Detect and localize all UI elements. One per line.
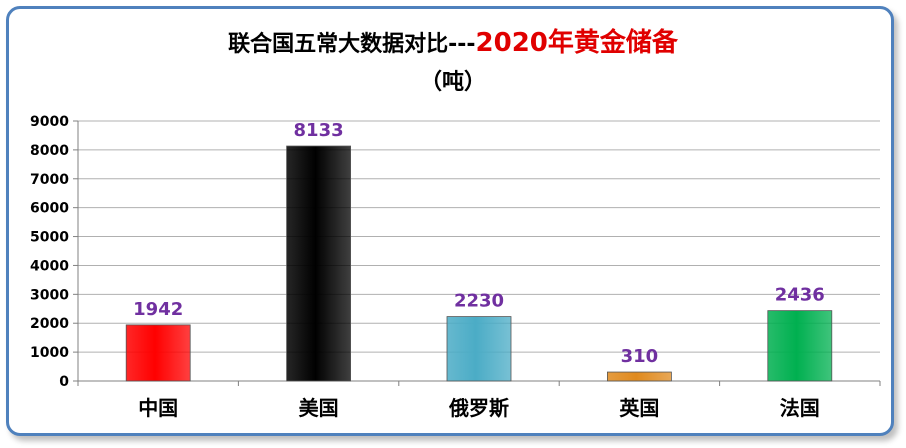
x-tick-label: 俄罗斯 <box>448 396 509 420</box>
y-tick-label: 1000 <box>30 345 69 361</box>
y-tick-label: 7000 <box>30 172 69 188</box>
y-tick-label: 3000 <box>30 287 69 303</box>
x-tick-label: 中国 <box>138 396 178 420</box>
y-tick-label: 2000 <box>30 316 69 332</box>
bar-3 <box>607 371 672 382</box>
data-label: 310 <box>621 346 659 367</box>
bar-2 <box>446 316 512 382</box>
bar-layer <box>125 145 833 382</box>
bar-1 <box>286 145 352 382</box>
y-tick-label: 0 <box>59 374 69 390</box>
chart-title: 联合国五常大数据对比---2020年黄金储备 <box>0 22 906 59</box>
y-tick-label: 5000 <box>30 230 69 246</box>
chart-subtitle: （吨） <box>419 70 486 95</box>
chart-title-main: 联合国五常大数据对比--- <box>228 32 476 57</box>
y-tick-label: 8000 <box>30 143 69 159</box>
y-tick-label: 4000 <box>30 258 69 274</box>
y-tick-label: 6000 <box>30 201 69 217</box>
bar-4 <box>767 310 833 382</box>
bar-0 <box>125 324 191 382</box>
axis-layer: 0 1000 2000 3000 4000 5000 6000 7000 8000 9000 <box>30 114 881 390</box>
label-layer: 1942 中国 8133 美国 2230 俄罗斯 310 英国 2436 法国 <box>133 120 825 420</box>
y-tick-label: 9000 <box>30 114 69 130</box>
x-tick-label: 美国 <box>299 396 339 420</box>
data-label: 1942 <box>133 299 183 320</box>
x-tick-label: 英国 <box>619 396 659 420</box>
chart-title-highlight: 2020年黄金储备 <box>475 28 678 58</box>
x-tick-label: 法国 <box>780 396 820 420</box>
data-label: 2436 <box>775 285 825 306</box>
data-label: 2230 <box>454 291 504 312</box>
data-label: 8133 <box>294 120 344 141</box>
